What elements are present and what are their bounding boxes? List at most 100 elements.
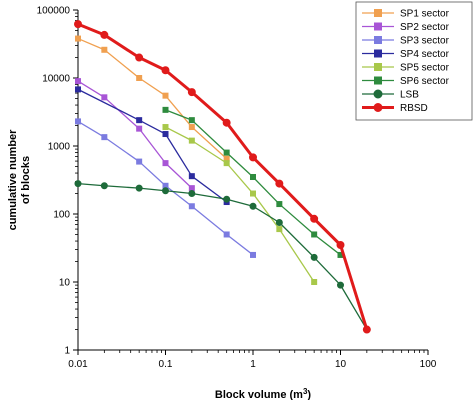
legend-swatch-marker-sp3-sector bbox=[374, 36, 382, 44]
data-point-sp1-sector bbox=[75, 35, 81, 42]
y-tick-label: 1 bbox=[64, 346, 70, 357]
y-tick-label: 100000 bbox=[37, 6, 71, 17]
series-sp2-sector bbox=[75, 78, 195, 192]
data-point-lsb bbox=[162, 187, 169, 195]
legend-label-sp4-sector: SP4 sector bbox=[400, 49, 450, 60]
x-tick-label: 10 bbox=[335, 359, 347, 370]
data-point-rbsd bbox=[336, 241, 345, 250]
series-layer bbox=[74, 20, 371, 334]
x-tick-label: 100 bbox=[420, 359, 437, 370]
legend: SP1 sector SP2 sector SP3 sector SP4 sector… bbox=[355, 1, 473, 121]
data-point-sp4-sector bbox=[136, 117, 143, 124]
data-point-sp6-sector bbox=[276, 201, 283, 208]
data-point-sp1-sector bbox=[101, 46, 108, 53]
data-point-sp1-sector bbox=[162, 92, 169, 99]
legend-swatch-marker-sp1-sector bbox=[374, 9, 382, 17]
data-point-sp6-sector bbox=[188, 117, 195, 124]
data-point-sp4-sector bbox=[75, 86, 81, 93]
x-tick-label: 1 bbox=[250, 359, 256, 370]
legend-label-lsb: LSB bbox=[400, 90, 419, 101]
y-axis-title-line-2: of blocks bbox=[20, 156, 32, 204]
data-point-sp3-sector bbox=[162, 182, 169, 189]
x-tick-label: 0.1 bbox=[159, 359, 173, 370]
data-point-rbsd bbox=[249, 153, 257, 162]
data-point-lsb bbox=[135, 184, 143, 192]
data-point-rbsd bbox=[135, 53, 144, 62]
series-rbsd bbox=[74, 20, 371, 334]
data-point-sp3-sector bbox=[188, 203, 195, 210]
data-point-sp3-sector bbox=[250, 251, 256, 258]
legend-label-sp6-sector: SP6 sector bbox=[400, 76, 450, 87]
data-point-rbsd bbox=[161, 66, 170, 75]
data-point-sp2-sector bbox=[75, 78, 81, 85]
data-point-sp5-sector bbox=[311, 279, 318, 285]
y-tick-label: 10000 bbox=[42, 74, 70, 85]
y-axis-title-line-1: cumulative number bbox=[7, 129, 19, 231]
legend-swatch-marker-sp5-sector bbox=[374, 63, 382, 71]
data-point-sp1-sector bbox=[136, 75, 143, 81]
y-tick-label: 100 bbox=[53, 210, 70, 221]
series-sp1-sector bbox=[75, 35, 230, 162]
data-point-lsb bbox=[100, 182, 108, 190]
data-point-lsb bbox=[188, 190, 196, 198]
data-point-sp6-sector bbox=[162, 106, 169, 113]
data-point-sp5-sector bbox=[223, 160, 230, 167]
data-point-sp1-sector bbox=[188, 124, 195, 131]
data-point-rbsd bbox=[222, 118, 231, 127]
data-point-rbsd bbox=[275, 179, 284, 188]
data-point-lsb bbox=[337, 281, 344, 289]
data-point-lsb bbox=[310, 253, 318, 261]
data-point-sp3-sector bbox=[223, 231, 230, 238]
series-line-lsb bbox=[77, 182, 368, 330]
y-tick-label: 1000 bbox=[48, 142, 71, 153]
axes-layer: 0.01 0.1 1 10 100 1 10 100 1000 10000 100000 bbox=[37, 6, 437, 371]
data-point-sp5-sector bbox=[250, 190, 256, 197]
data-point-rbsd bbox=[362, 325, 371, 334]
data-point-sp2-sector bbox=[136, 125, 143, 132]
data-point-sp1-sector bbox=[223, 155, 230, 162]
legend-box bbox=[355, 1, 473, 121]
data-point-sp2-sector bbox=[162, 160, 169, 167]
data-point-lsb bbox=[249, 202, 257, 210]
legend-label-rbsd: RBSD bbox=[400, 103, 428, 114]
series-lsb bbox=[74, 180, 371, 334]
series-line-sp5-sector bbox=[165, 126, 315, 283]
data-point-rbsd bbox=[100, 30, 109, 39]
legend-label-sp5-sector: SP5 sector bbox=[400, 63, 450, 74]
legend-label-sp3-sector: SP3 sector bbox=[400, 36, 450, 47]
data-point-rbsd bbox=[187, 88, 196, 97]
data-point-sp3-sector bbox=[136, 158, 143, 165]
data-point-sp6-sector bbox=[337, 251, 344, 258]
x-tick-label: 0.01 bbox=[68, 359, 88, 370]
data-point-lsb bbox=[275, 218, 283, 226]
data-point-sp6-sector bbox=[250, 174, 256, 181]
series-line-rbsd bbox=[77, 22, 369, 330]
legend-swatch-marker-sp4-sector bbox=[374, 49, 382, 58]
legend-label-sp2-sector: SP2 sector bbox=[400, 22, 450, 33]
data-point-rbsd bbox=[310, 214, 319, 223]
legend-swatch-marker-sp2-sector bbox=[374, 22, 382, 31]
data-point-sp2-sector bbox=[188, 185, 195, 192]
legend-label-sp1-sector: SP1 sector bbox=[400, 9, 450, 20]
data-point-rbsd bbox=[74, 20, 82, 29]
data-point-sp4-sector bbox=[162, 131, 169, 138]
data-point-sp6-sector bbox=[311, 231, 318, 238]
data-point-sp3-sector bbox=[101, 134, 108, 141]
series-sp5-sector bbox=[162, 124, 318, 285]
data-point-sp5-sector bbox=[188, 137, 195, 144]
legend-swatch-marker-rbsd bbox=[373, 103, 383, 112]
series-sp3-sector bbox=[75, 118, 256, 258]
data-point-sp3-sector bbox=[75, 118, 81, 125]
y-tick-label: 10 bbox=[59, 278, 71, 289]
data-point-sp4-sector bbox=[188, 173, 195, 180]
series-sp6-sector bbox=[162, 106, 344, 258]
legend-swatch-marker-lsb bbox=[373, 89, 383, 99]
data-point-lsb bbox=[223, 195, 231, 203]
data-point-sp2-sector bbox=[101, 94, 108, 101]
legend-swatch-marker-sp6-sector bbox=[374, 76, 382, 85]
x-axis-title: Block volume (m3) bbox=[215, 387, 311, 400]
data-point-lsb bbox=[74, 180, 82, 188]
series-line-sp2-sector bbox=[77, 80, 193, 189]
data-point-sp5-sector bbox=[162, 124, 169, 131]
